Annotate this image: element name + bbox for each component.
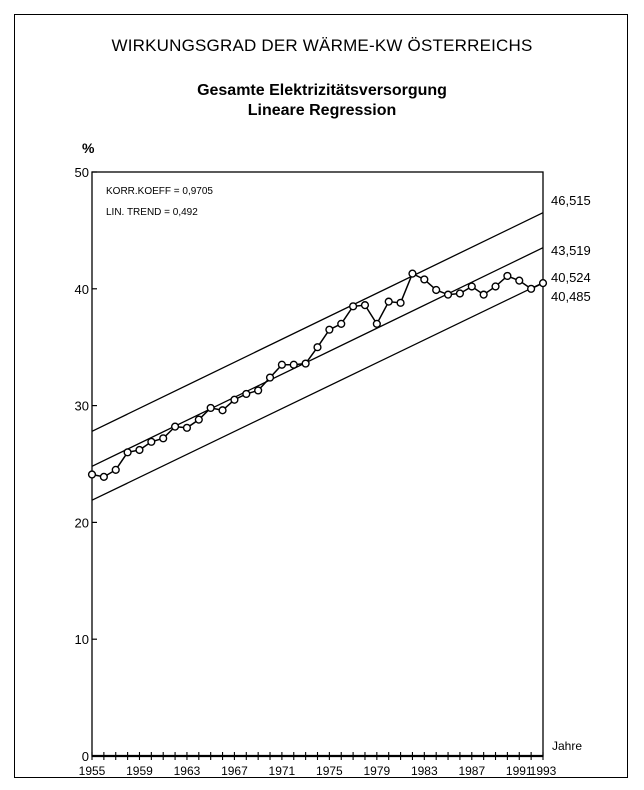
- data-point: [194, 415, 203, 424]
- end-value-label: 40,485: [551, 289, 591, 304]
- y-tick-label: 50: [75, 165, 89, 180]
- subtitle-line-1: Gesamte Elektrizitätsversorgung: [197, 82, 447, 99]
- data-point: [349, 302, 358, 311]
- data-point: [313, 343, 322, 352]
- data-point: [467, 282, 476, 291]
- y-axis-unit: %: [82, 140, 95, 156]
- plot-area: [91, 171, 544, 757]
- data-point: [277, 360, 286, 369]
- x-tick-label: 1975: [316, 764, 343, 778]
- data-point: [432, 285, 441, 295]
- upper-band-line: [91, 212, 544, 432]
- y-tick-label: 10: [75, 632, 89, 647]
- data-point: [289, 360, 298, 369]
- y-tick-label: 20: [75, 515, 89, 530]
- y-tick-label: 0: [82, 749, 89, 764]
- x-tick-label: 1971: [269, 764, 296, 778]
- lin-trend-annotation: LIN. TREND = 0,492: [106, 207, 198, 218]
- data-point: [206, 403, 215, 413]
- data-point: [242, 389, 251, 399]
- chart-subtitle: Gesamte Elektrizitätsversorgung Lineare …: [0, 81, 644, 121]
- data-point: [372, 319, 381, 328]
- x-tick-label: 1979: [363, 764, 390, 778]
- data-point: [301, 359, 310, 368]
- data-point: [111, 465, 120, 474]
- data-point: [420, 275, 429, 284]
- korr-koeff-annotation: KORR.KOEFF = 0,9705: [106, 186, 213, 197]
- x-axis-label: Jahre: [552, 739, 582, 753]
- data-point: [515, 276, 524, 285]
- x-tick-label: 1983: [411, 764, 438, 778]
- trend-line: [91, 247, 544, 467]
- data-point: [218, 406, 227, 415]
- data-point: [325, 325, 334, 334]
- x-tick-label: 1967: [221, 764, 248, 778]
- x-tick-label: 1963: [174, 764, 201, 778]
- data-point: [384, 297, 393, 306]
- data-point: [265, 373, 275, 382]
- data-point: [170, 422, 180, 431]
- data-point: [135, 445, 144, 455]
- lower-band-line: [91, 282, 544, 501]
- data-point: [360, 301, 370, 310]
- chart-frame: [14, 14, 628, 778]
- data-point: [159, 434, 168, 443]
- data-point: [527, 284, 536, 293]
- data-point: [538, 279, 548, 288]
- data-point: [230, 395, 239, 404]
- x-tick-label: 1993: [530, 764, 557, 778]
- data-point: [123, 448, 132, 457]
- data-line: [91, 272, 544, 478]
- data-point: [254, 386, 263, 395]
- subtitle-line-2: Lineare Regression: [247, 102, 397, 119]
- data-point: [408, 269, 417, 278]
- x-tick-label: 1959: [126, 764, 153, 778]
- data-point: [147, 437, 156, 446]
- end-value-label: 40,524: [551, 270, 591, 285]
- data-point: [337, 319, 346, 328]
- data-point: [455, 289, 465, 298]
- data-point: [87, 470, 97, 479]
- x-tick-label: 1987: [458, 764, 485, 778]
- data-point: [503, 271, 512, 281]
- data-point: [443, 290, 453, 299]
- data-point: [182, 423, 192, 432]
- y-tick-label: 30: [75, 399, 89, 414]
- data-point: [479, 290, 488, 299]
- y-tick-label: 40: [75, 282, 89, 297]
- data-point: [396, 298, 405, 307]
- x-tick-label: 1991: [506, 764, 533, 778]
- chart-title: WIRKUNGSGRAD DER WÄRME-KW ÖSTERREICHS: [111, 36, 533, 55]
- data-point: [491, 282, 500, 291]
- x-tick-label: 1955: [79, 764, 106, 778]
- end-value-label: 43,519: [551, 243, 591, 258]
- end-value-label: 46,515: [551, 193, 591, 208]
- data-point: [99, 472, 108, 481]
